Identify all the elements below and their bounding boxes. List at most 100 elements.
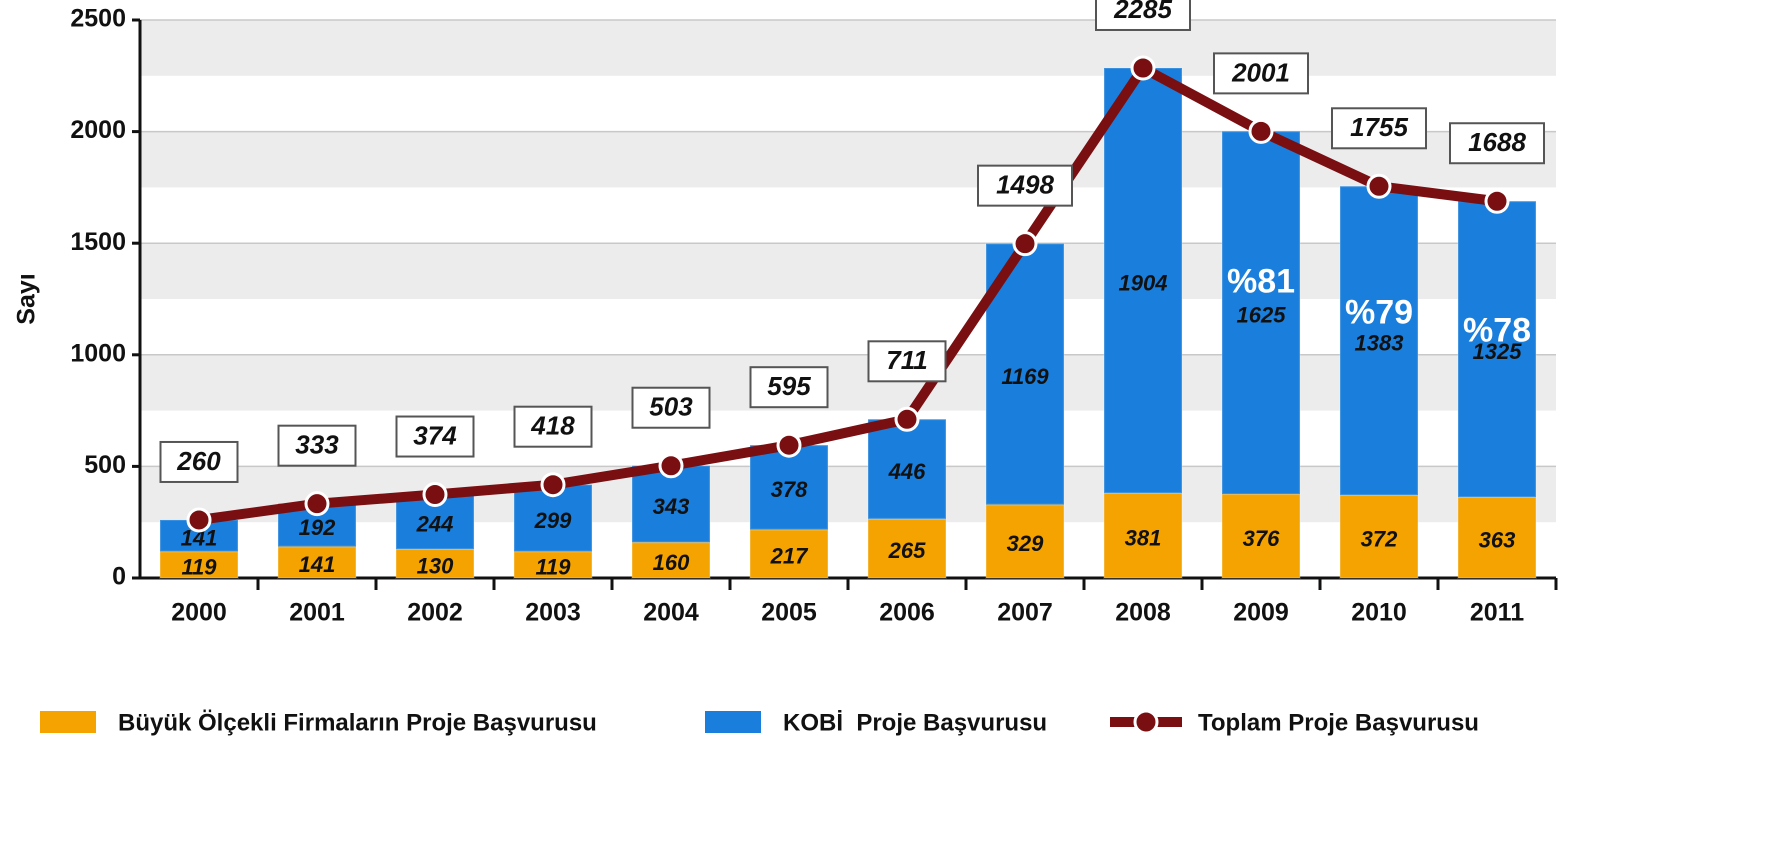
bar-value-label: 378 <box>771 477 808 502</box>
total-value-label: 595 <box>767 371 811 401</box>
legend-label: Büyük Ölçekli Firmaların Proje Başvurusu <box>118 709 597 736</box>
value-box <box>867 340 947 383</box>
x-tick-label: 2009 <box>1233 599 1289 627</box>
y-axis-label: Sayı <box>13 273 41 324</box>
legend-label: Toplam Proje Başvurusu <box>1198 709 1479 736</box>
bar-value-label: 299 <box>534 508 572 533</box>
y-tick-label: 500 <box>84 451 126 479</box>
bar-value-label: 1169 <box>1001 364 1049 389</box>
y-tick-label: 0 <box>112 563 126 591</box>
bar-value-label: 1325 <box>1473 339 1523 364</box>
value-box <box>395 415 475 458</box>
x-tick-label: 2007 <box>997 599 1053 627</box>
bar <box>1103 66 1183 494</box>
bar-value-label: 376 <box>1243 526 1280 551</box>
line-marker <box>1130 55 1156 81</box>
line-marker <box>894 406 920 432</box>
value-box <box>631 386 711 429</box>
x-tick-label: 2005 <box>761 599 817 627</box>
total-value-label: 260 <box>176 446 221 476</box>
line-marker <box>304 491 330 517</box>
line-marker <box>658 453 684 479</box>
line-marker <box>540 472 566 498</box>
line-marker <box>1248 118 1274 144</box>
x-tick-label: 2011 <box>1470 599 1524 627</box>
annotation: %79 <box>1345 294 1413 332</box>
bar <box>749 528 829 580</box>
annotation: %78 <box>1463 311 1531 349</box>
annotation: %81 <box>1227 262 1295 300</box>
total-value-label: 374 <box>413 420 457 450</box>
y-tick-label: 2000 <box>70 116 126 144</box>
bar-value-label: 1383 <box>1355 330 1404 355</box>
bar <box>631 541 711 580</box>
value-box <box>159 440 239 483</box>
x-tick-label: 2008 <box>1115 599 1171 627</box>
bar <box>395 547 475 580</box>
bar-value-label: 446 <box>888 459 926 484</box>
x-tick-label: 2004 <box>643 599 699 627</box>
bar <box>513 550 593 580</box>
line-marker <box>186 507 212 533</box>
plot-band <box>140 354 1556 411</box>
total-value-label: 503 <box>649 392 693 422</box>
bar-value-label: 217 <box>770 544 809 569</box>
bar-value-label: 265 <box>888 538 926 563</box>
bar <box>1103 491 1183 579</box>
bar-value-label: 119 <box>181 555 217 580</box>
bar-value-label: 1904 <box>1119 270 1168 295</box>
x-tick-label: 2003 <box>525 599 581 627</box>
bar <box>631 464 711 544</box>
total-value-label: 1755 <box>1350 112 1408 142</box>
line <box>198 62 1498 525</box>
bar <box>1221 493 1301 580</box>
value-box <box>1095 0 1191 31</box>
bar-value-label: 363 <box>1479 527 1516 552</box>
value-box <box>513 405 593 448</box>
total-value-label: 2001 <box>1231 57 1290 87</box>
bar <box>159 550 239 580</box>
total-value-label: 1688 <box>1468 127 1526 157</box>
x-tick-label: 2001 <box>289 599 345 627</box>
legend-label: KOBİ Proje Başvurusu <box>783 709 1047 736</box>
total-value-label: 711 <box>886 345 927 375</box>
plot-band <box>140 243 1556 299</box>
y-tick-label: 1000 <box>70 339 126 367</box>
line-marker <box>776 432 802 458</box>
x-tick-label: 2006 <box>879 599 935 627</box>
value-box <box>749 366 829 409</box>
value-box <box>277 424 357 467</box>
line-marker <box>422 482 448 508</box>
bar-value-label: 1625 <box>1237 303 1287 328</box>
bar <box>867 418 947 520</box>
y-tick-label: 1500 <box>70 228 126 256</box>
x-tick-label: 2000 <box>171 599 227 627</box>
bar-value-label: 141 <box>299 552 336 577</box>
bar-value-label: 244 <box>416 512 454 537</box>
bar <box>867 517 947 579</box>
bar-value-label: 119 <box>535 555 571 580</box>
bar-value-label: 381 <box>1125 525 1162 550</box>
bar-value-label: 130 <box>417 553 454 578</box>
bar-value-label: 192 <box>299 515 336 540</box>
value-box <box>1213 52 1309 95</box>
line-marker <box>1012 231 1038 257</box>
bar <box>1221 130 1301 496</box>
legend-swatch <box>1133 709 1159 735</box>
bar <box>985 503 1065 579</box>
bar-value-label: 372 <box>1361 526 1398 551</box>
value-box <box>1331 107 1427 150</box>
y-tick-label: 2500 <box>70 5 126 33</box>
value-box <box>977 164 1073 207</box>
line-marker <box>1484 188 1510 214</box>
total-value-label: 418 <box>530 411 575 441</box>
legend-swatch <box>705 711 761 733</box>
bar-value-label: 343 <box>653 494 690 519</box>
line-marker <box>1366 173 1392 199</box>
total-value-label: 333 <box>295 430 339 460</box>
plot-band <box>140 20 1556 76</box>
legend-swatch <box>40 711 96 733</box>
total-value-label: 1498 <box>996 170 1054 200</box>
bar-value-label: 160 <box>653 550 690 575</box>
